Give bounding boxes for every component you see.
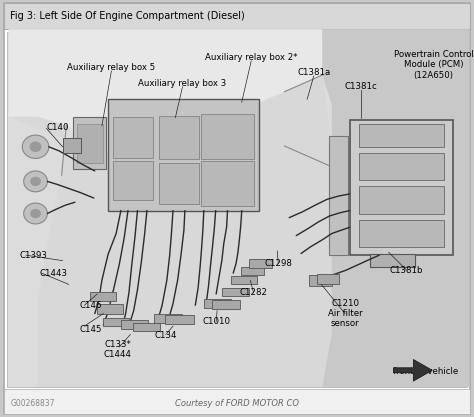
FancyBboxPatch shape <box>329 136 348 255</box>
FancyBboxPatch shape <box>204 299 231 308</box>
Polygon shape <box>322 29 469 387</box>
FancyBboxPatch shape <box>350 120 453 255</box>
FancyBboxPatch shape <box>4 3 470 29</box>
FancyBboxPatch shape <box>97 304 123 314</box>
FancyBboxPatch shape <box>7 32 467 387</box>
Text: C1381a: C1381a <box>297 68 330 77</box>
Text: Auxiliary relay box 2*: Auxiliary relay box 2* <box>205 53 298 62</box>
Text: Auxiliary relay box 5: Auxiliary relay box 5 <box>67 63 155 72</box>
Text: Auxiliary relay box 3: Auxiliary relay box 3 <box>138 79 227 88</box>
FancyBboxPatch shape <box>231 276 257 284</box>
Circle shape <box>30 209 41 218</box>
Circle shape <box>29 141 42 152</box>
Polygon shape <box>393 359 432 381</box>
FancyBboxPatch shape <box>241 267 264 275</box>
Text: C146: C146 <box>80 301 102 310</box>
Text: C1298: C1298 <box>264 259 292 268</box>
FancyBboxPatch shape <box>113 161 153 200</box>
FancyBboxPatch shape <box>359 220 444 247</box>
Text: C140: C140 <box>46 123 69 132</box>
Text: front of vehicle: front of vehicle <box>393 367 458 377</box>
FancyBboxPatch shape <box>73 117 106 169</box>
Text: G00268837: G00268837 <box>10 399 55 408</box>
FancyBboxPatch shape <box>113 117 153 158</box>
Text: Fig 3: Left Side Of Engine Compartment (Diesel): Fig 3: Left Side Of Engine Compartment (… <box>10 11 245 21</box>
FancyBboxPatch shape <box>121 320 148 329</box>
FancyBboxPatch shape <box>4 3 470 414</box>
FancyBboxPatch shape <box>359 186 444 214</box>
FancyBboxPatch shape <box>370 254 415 267</box>
Circle shape <box>22 135 49 158</box>
FancyBboxPatch shape <box>159 163 199 204</box>
Text: Courtesy of FORD MOTOR CO: Courtesy of FORD MOTOR CO <box>175 399 299 408</box>
FancyBboxPatch shape <box>359 124 444 147</box>
FancyBboxPatch shape <box>4 389 470 414</box>
FancyBboxPatch shape <box>249 259 272 268</box>
FancyBboxPatch shape <box>90 292 116 301</box>
Circle shape <box>24 171 47 192</box>
Polygon shape <box>9 29 322 167</box>
Circle shape <box>30 177 41 186</box>
FancyBboxPatch shape <box>133 323 160 331</box>
Polygon shape <box>9 75 332 387</box>
FancyBboxPatch shape <box>359 153 444 180</box>
FancyBboxPatch shape <box>108 99 259 211</box>
Circle shape <box>24 203 47 224</box>
Text: C1010: C1010 <box>202 317 230 327</box>
FancyBboxPatch shape <box>201 161 254 206</box>
Text: C134: C134 <box>155 331 177 340</box>
Text: C1443: C1443 <box>39 269 67 278</box>
FancyBboxPatch shape <box>212 300 240 309</box>
FancyBboxPatch shape <box>103 318 129 326</box>
FancyBboxPatch shape <box>154 314 182 323</box>
FancyBboxPatch shape <box>201 114 254 159</box>
FancyBboxPatch shape <box>159 116 199 159</box>
FancyBboxPatch shape <box>77 124 103 163</box>
Text: C133*
C1444: C133* C1444 <box>103 340 132 359</box>
FancyBboxPatch shape <box>317 274 339 284</box>
FancyBboxPatch shape <box>165 315 194 324</box>
Text: C145: C145 <box>80 325 102 334</box>
Text: C1381b: C1381b <box>390 266 423 275</box>
FancyBboxPatch shape <box>309 275 332 286</box>
FancyBboxPatch shape <box>222 288 249 296</box>
Text: C1393: C1393 <box>20 251 48 260</box>
Text: C1282: C1282 <box>239 288 268 297</box>
FancyBboxPatch shape <box>63 138 81 153</box>
Text: Powertrain Control
Module (PCM)
(12A650): Powertrain Control Module (PCM) (12A650) <box>394 50 474 80</box>
Text: C1210
Air filter
sensor: C1210 Air filter sensor <box>328 299 363 329</box>
Text: C1381c: C1381c <box>345 82 378 91</box>
